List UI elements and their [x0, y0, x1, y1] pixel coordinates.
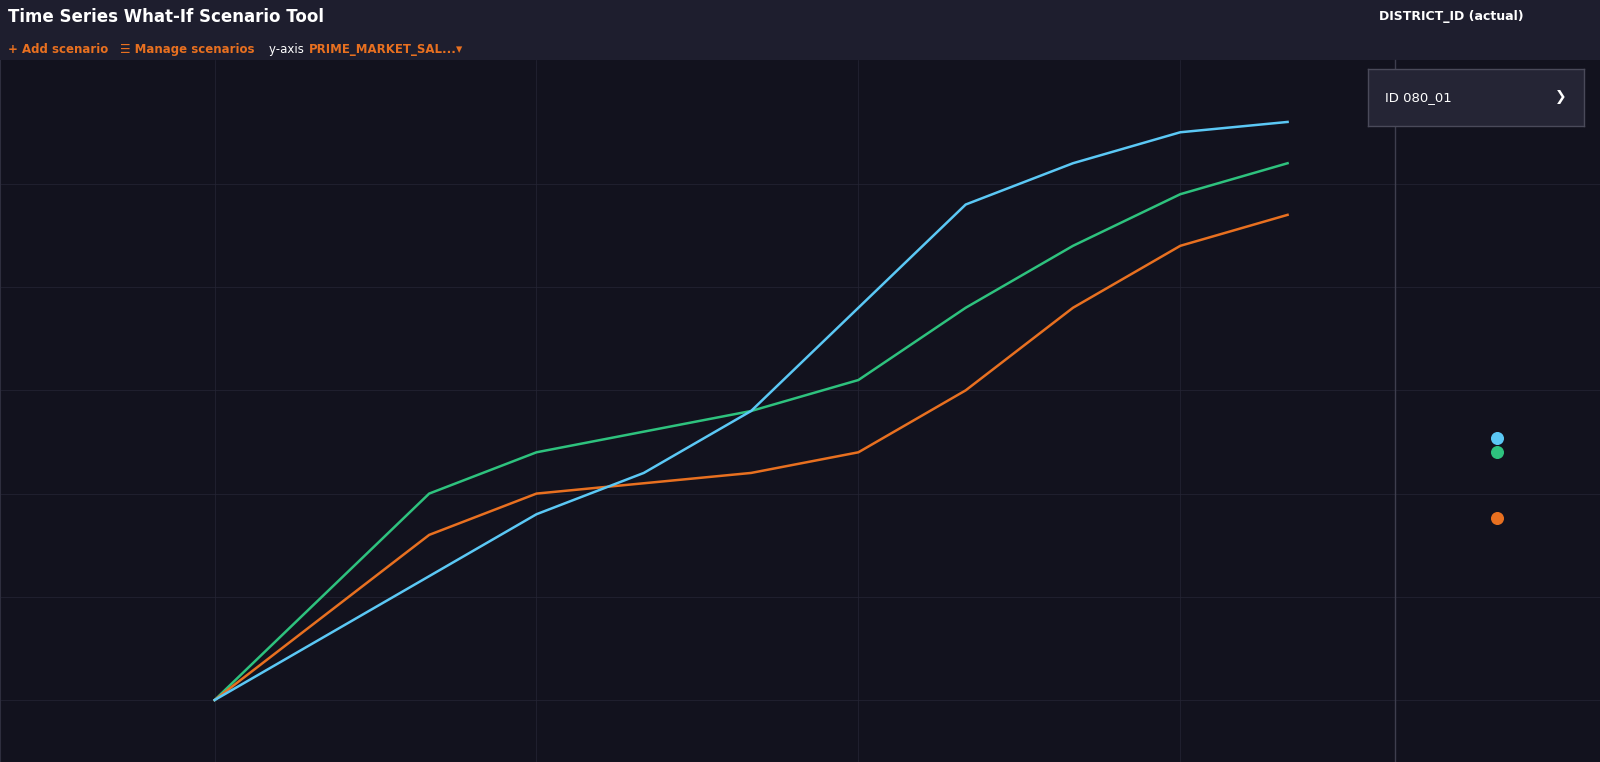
Text: DISTRICT_ID (actual): DISTRICT_ID (actual) — [1379, 11, 1523, 24]
Point — [1485, 447, 1510, 459]
Text: ▾: ▾ — [456, 43, 462, 56]
Text: ID 080_01: ID 080_01 — [1386, 91, 1453, 104]
Text: PRIME_MARKET_SAL...: PRIME_MARKET_SAL... — [309, 43, 456, 56]
Text: ❯: ❯ — [1555, 90, 1566, 104]
Text: Time Series What-If Scenario Tool: Time Series What-If Scenario Tool — [8, 8, 323, 26]
Text: y-axis: y-axis — [269, 43, 307, 56]
Point — [1485, 432, 1510, 444]
Text: ☰ Manage scenarios: ☰ Manage scenarios — [120, 43, 254, 56]
Text: + Add scenario: + Add scenario — [8, 43, 109, 56]
Point — [1485, 512, 1510, 524]
